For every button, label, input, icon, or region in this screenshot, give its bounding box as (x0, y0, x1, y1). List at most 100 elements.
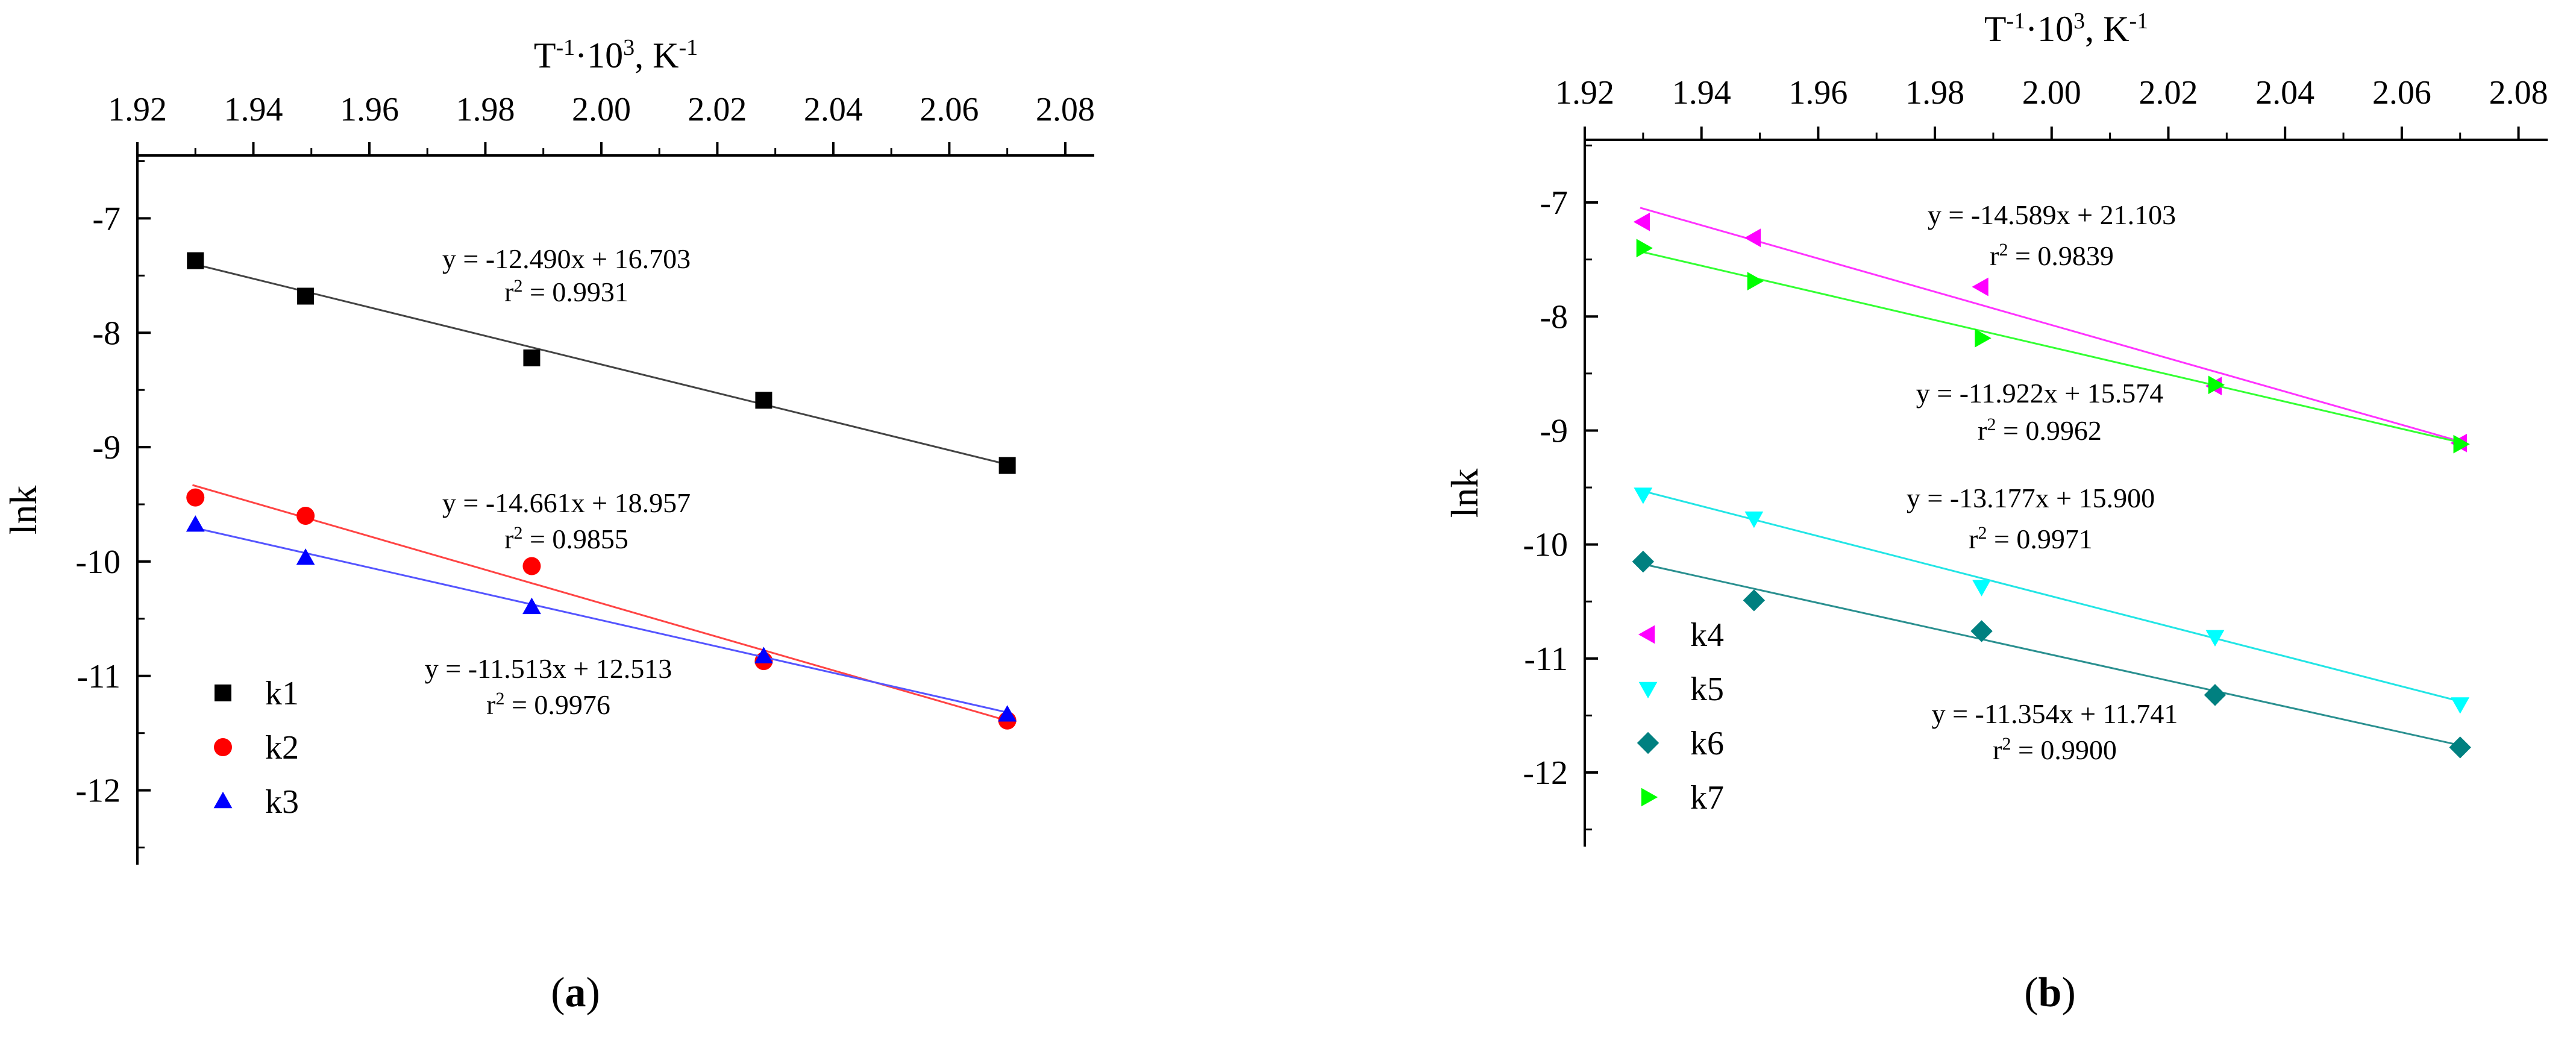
axis-title-part: ·10 (575, 36, 623, 75)
legend-label-k4: k4 (1690, 616, 1724, 654)
legend-marker-k3 (213, 791, 233, 809)
paren: ( (2024, 970, 2038, 1016)
equation-k7: y = -11.922x + 15.574 (1916, 378, 2164, 409)
data-point-k1 (187, 252, 204, 269)
panel-b-y-tick-label: -12 (1523, 754, 1568, 792)
legend-marker-k6 (1637, 732, 1659, 754)
panel-a-x-tick-label: 2.02 (688, 91, 747, 128)
equation-k5: y = -13.177x + 15.900 (1907, 483, 2155, 513)
paren: ( (551, 970, 565, 1016)
data-point-k2 (296, 506, 315, 525)
data-point-k6 (1970, 620, 1993, 642)
paren: ) (586, 970, 600, 1016)
panel-a-label: (a) (551, 970, 600, 1016)
fit-line-k4 (1640, 207, 2463, 443)
panel-a-x-axis-title: T-1·103, K-1 (534, 35, 698, 75)
data-point-k5 (1744, 511, 1764, 528)
r-squared-k7: r2 = 0.9962 (1978, 415, 2102, 446)
panel-b-label: (b) (2024, 970, 2076, 1016)
panel-b-x-tick-label: 1.96 (1788, 74, 1847, 111)
panel-a-x-tick-label: 2.06 (920, 91, 979, 128)
data-point-k4 (1744, 228, 1761, 248)
superscript: 2 (1999, 240, 2008, 260)
equation-k3: y = -11.513x + 12.513 (425, 653, 672, 684)
axis-title-part: ·10 (2025, 9, 2073, 49)
fit-line-k3 (192, 526, 1011, 714)
panel-b-x-tick-label: 2.04 (2255, 74, 2314, 111)
data-point-k6 (1743, 589, 1766, 612)
panel-a-y-tick-label: -9 (92, 429, 121, 466)
superscript: 2 (2002, 734, 2011, 754)
panel-b-x-tick-label: 2.06 (2372, 74, 2431, 111)
panel-a-x-tick-label: 1.92 (108, 91, 167, 128)
panel-b-x-tick-label: 2.00 (2022, 74, 2081, 111)
panel-b-x-tick-label: 1.94 (1672, 74, 1731, 111)
panel-b-y-tick-label: -8 (1540, 298, 1568, 336)
legend-marker-k2 (214, 738, 232, 756)
legend-label-k5: k5 (1690, 671, 1724, 708)
fit-line-k5 (1640, 489, 2463, 703)
data-point-k7 (2453, 434, 2470, 454)
data-point-k7 (1747, 272, 1764, 290)
data-point-k5 (1972, 580, 1991, 597)
panel-letter: b (2039, 970, 2062, 1016)
panel-b-y-tick-label: -11 (1524, 641, 1568, 678)
data-point-k6 (1632, 550, 1655, 573)
data-point-k3 (754, 647, 773, 663)
data-point-k7 (1636, 239, 1653, 258)
superscript: 3 (623, 35, 635, 60)
panel-a-y-tick-label: -8 (92, 315, 121, 352)
axis-title-part: T (1984, 9, 2007, 49)
panel-b-y-axis-title: lnk (1443, 469, 1486, 518)
r-squared-k3: r2 = 0.9976 (486, 689, 610, 721)
r-symbol: r (1990, 240, 1999, 271)
r-symbol: r (1978, 415, 1987, 446)
fit-line-k7 (1640, 250, 2463, 444)
data-point-k7 (2208, 375, 2225, 395)
equation-k6: y = -11.354x + 11.741 (1932, 698, 2178, 729)
panel-b-x-tick-label: 1.92 (1555, 74, 1614, 111)
r-symbol: r (504, 277, 513, 307)
data-point-k3 (296, 548, 315, 565)
panel-a-x-tick-label: 1.96 (340, 91, 399, 128)
r-symbol: r (1993, 735, 2002, 765)
data-point-k3 (998, 705, 1017, 722)
panel-a-x-tick-label: 2.00 (572, 91, 631, 128)
panel-b-x-tick-label: 1.98 (1905, 74, 1964, 111)
panel-b-y-tick-label: -9 (1540, 412, 1568, 450)
panel-a-y-tick-label: -10 (75, 544, 121, 581)
legend-marker-k4 (1638, 625, 1655, 644)
equation-k4: y = -14.589x + 21.103 (1928, 199, 2176, 230)
data-point-k3 (186, 515, 205, 532)
panel-b-x-axis-title: T-1·103, K-1 (1984, 8, 2148, 49)
panel-a-y-axis-title: lnk (2, 486, 45, 535)
r-squared-value: = 0.9839 (2008, 240, 2113, 271)
legend-marker-k1 (215, 685, 231, 701)
legend-label-k7: k7 (1690, 779, 1724, 816)
superscript: 2 (495, 689, 504, 709)
chart-panel-b: 1.92 1.94 1.96 1.98 2.00 2.02 2.04 2.06 2.08 -7 -8… (1443, 8, 2548, 1016)
chart-panel-a: 1.92 1.94 1.96 1.98 2.00 2.02 2.04 2.06 2.08 -7 -8… (2, 35, 1095, 1016)
fit-line-k6 (1640, 562, 2463, 747)
panel-a-x-tick-label: 2.08 (1036, 91, 1095, 128)
axis-title-part: , K (635, 36, 678, 75)
panel-b-y-tick-label: -10 (1523, 527, 1568, 564)
r-squared-value: = 0.9962 (1996, 415, 2101, 446)
superscript: 2 (513, 276, 522, 296)
panel-a-x-tick-label: 1.98 (456, 91, 515, 128)
panel-letter: a (565, 970, 586, 1016)
panel-a-x-tick-label: 2.04 (804, 91, 863, 128)
r-squared-value: = 0.9976 (504, 689, 610, 720)
axis-title-part: , K (2085, 9, 2129, 49)
r-symbol: r (486, 689, 495, 720)
data-point-k1 (755, 392, 772, 409)
data-point-k3 (522, 597, 541, 615)
panel-a-x-tick-label: 1.94 (224, 91, 283, 128)
superscript: 2 (513, 523, 522, 543)
superscript: 2 (1987, 415, 1996, 434)
axis-title-part: T (534, 36, 556, 75)
data-point-k6 (2204, 684, 2227, 706)
panel-a-y-tick-label: -12 (75, 772, 121, 810)
r-symbol: r (1969, 524, 1978, 554)
superscript: -1 (556, 35, 575, 60)
